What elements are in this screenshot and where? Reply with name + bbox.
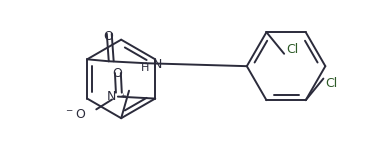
- Text: $^-$O: $^-$O: [64, 108, 86, 121]
- Text: $^+$: $^+$: [119, 93, 127, 103]
- Text: N: N: [153, 58, 162, 71]
- Text: H: H: [141, 63, 149, 73]
- Text: Cl: Cl: [325, 77, 337, 90]
- Text: N: N: [107, 90, 116, 103]
- Text: O: O: [112, 67, 122, 80]
- Text: O: O: [103, 30, 113, 43]
- Text: Cl: Cl: [286, 43, 298, 56]
